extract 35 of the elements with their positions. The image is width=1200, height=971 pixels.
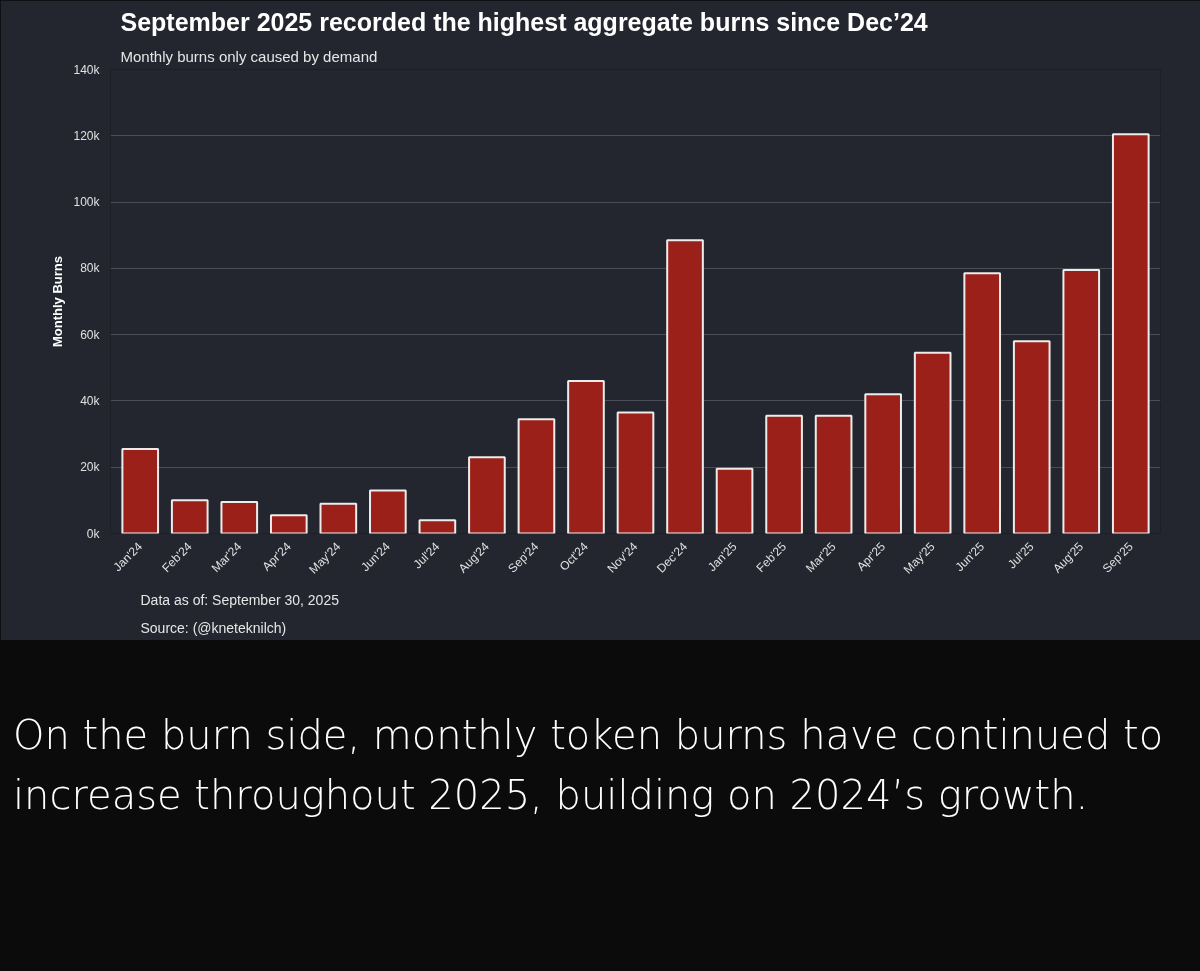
- bar: [913, 351, 952, 534]
- y-tick-label: 60k: [80, 327, 101, 342]
- y-tick-label: 40k: [80, 393, 101, 408]
- bar: [1012, 340, 1051, 534]
- bar: [269, 514, 308, 534]
- y-tick-label: 80k: [80, 261, 101, 276]
- bar: [319, 502, 358, 534]
- bar: [963, 272, 1002, 534]
- bar: [369, 489, 407, 534]
- bar: [715, 467, 754, 534]
- bar: [517, 418, 556, 534]
- bar: [765, 414, 803, 534]
- bar: [616, 411, 655, 534]
- bar: [468, 456, 506, 534]
- y-axis-title: Monthly Burns: [50, 256, 66, 347]
- chart-subtitle: Monthly burns only caused by demand: [120, 47, 378, 65]
- bar: [220, 501, 259, 534]
- bar: [418, 519, 457, 534]
- bar: [814, 414, 853, 534]
- bar: [121, 447, 160, 534]
- y-tick-label: 100k: [73, 195, 101, 210]
- y-tick-label: 20k: [80, 460, 101, 475]
- text: On the burn side, monthly token burns have continued to increase throughout 2025, building on 2024’s growth.: [13, 711, 1165, 820]
- bar: [666, 239, 704, 534]
- bar: [170, 499, 209, 534]
- bar: [1111, 133, 1150, 534]
- y-tick-label: 120k: [73, 128, 101, 143]
- source-note: Source: (@kneteknilch): [140, 619, 287, 636]
- text: Data as of: September 30, 2025: [140, 591, 340, 608]
- bar: [1062, 269, 1101, 534]
- y-tick-label: 140k: [73, 62, 101, 77]
- chart-title: September 2025 recorded the highest aggregate burns since Dec’24: [120, 7, 928, 36]
- bar: [567, 380, 605, 534]
- bar: [864, 393, 902, 534]
- y-tick-label: 0k: [86, 526, 101, 541]
